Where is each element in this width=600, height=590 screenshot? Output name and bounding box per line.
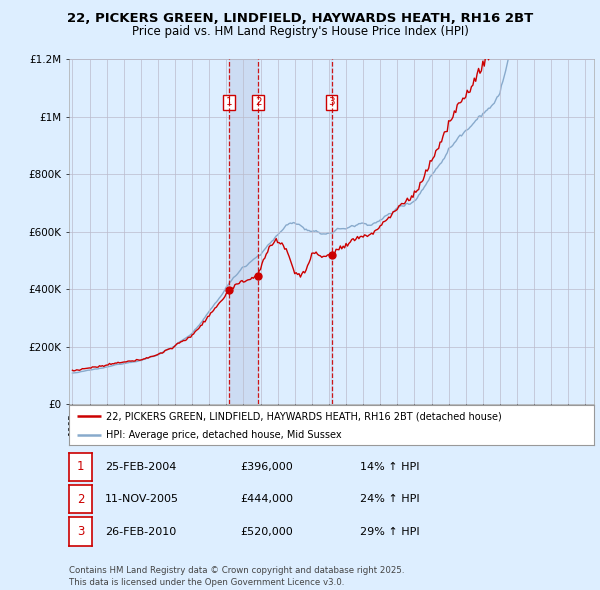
Text: 2: 2 [77,493,84,506]
Text: £520,000: £520,000 [240,527,293,536]
Bar [331,59,332,404]
Text: 26-FEB-2010: 26-FEB-2010 [105,527,176,536]
Text: £396,000: £396,000 [240,462,293,471]
Text: 1: 1 [77,460,84,473]
Text: 1: 1 [226,97,232,107]
Text: 3: 3 [328,97,335,107]
Text: 22, PICKERS GREEN, LINDFIELD, HAYWARDS HEATH, RH16 2BT: 22, PICKERS GREEN, LINDFIELD, HAYWARDS H… [67,12,533,25]
Text: Price paid vs. HM Land Registry's House Price Index (HPI): Price paid vs. HM Land Registry's House … [131,25,469,38]
Text: 29% ↑ HPI: 29% ↑ HPI [360,527,419,536]
Text: 25-FEB-2004: 25-FEB-2004 [105,462,176,471]
Text: 24% ↑ HPI: 24% ↑ HPI [360,494,419,504]
Text: 22, PICKERS GREEN, LINDFIELD, HAYWARDS HEATH, RH16 2BT (detached house): 22, PICKERS GREEN, LINDFIELD, HAYWARDS H… [106,411,502,421]
Text: 3: 3 [77,525,84,538]
Text: Contains HM Land Registry data © Crown copyright and database right 2025.
This d: Contains HM Land Registry data © Crown c… [69,566,404,587]
Text: HPI: Average price, detached house, Mid Sussex: HPI: Average price, detached house, Mid … [106,430,341,440]
Text: 14% ↑ HPI: 14% ↑ HPI [360,462,419,471]
Text: 2: 2 [255,97,262,107]
Text: 11-NOV-2005: 11-NOV-2005 [105,494,179,504]
Text: £444,000: £444,000 [240,494,293,504]
Bar [229,59,259,404]
